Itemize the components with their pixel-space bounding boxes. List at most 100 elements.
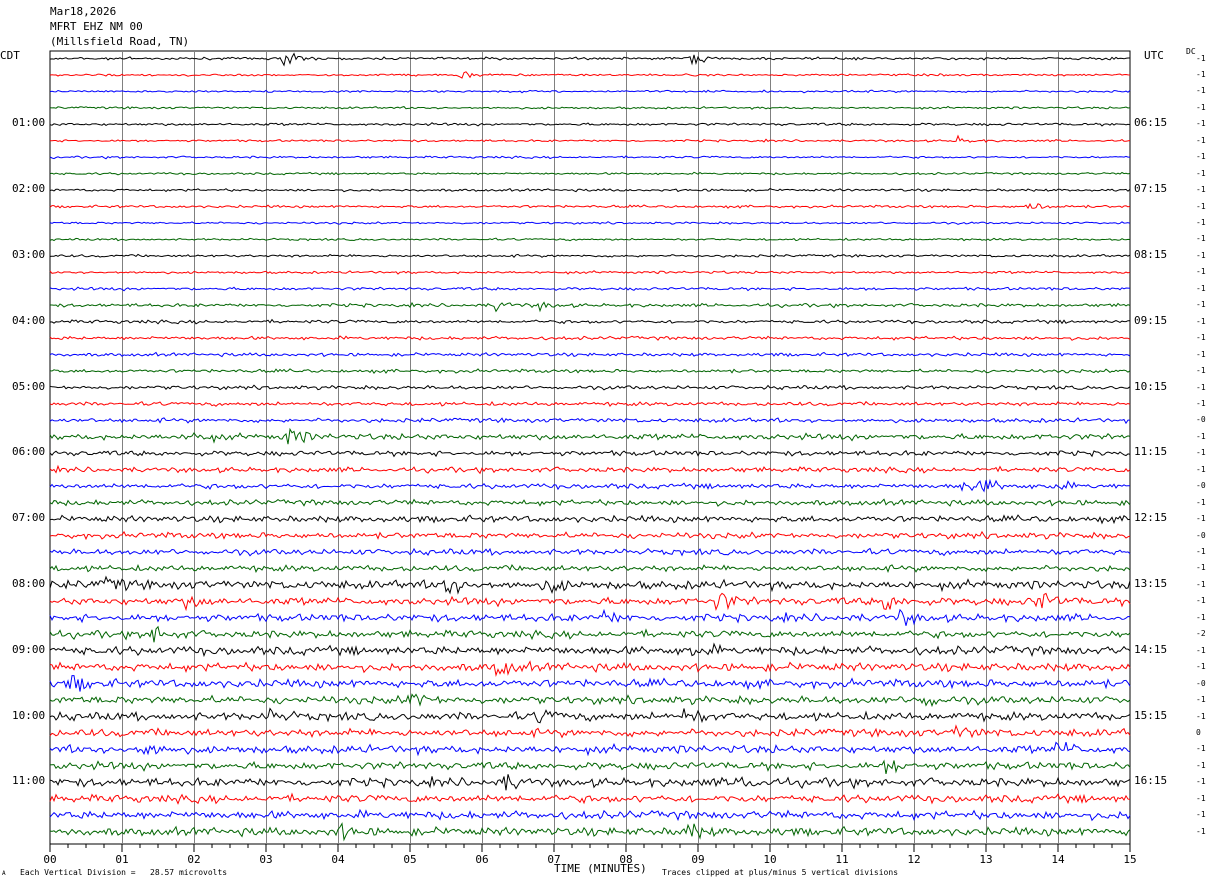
trace-line-42: [49, 741, 1131, 757]
trace-line-45: [49, 792, 1131, 805]
trace-line-47: [49, 822, 1131, 842]
left-hour-label: 07:00: [12, 511, 46, 525]
dc-offset-label: -1: [1196, 711, 1206, 721]
dc-offset-label: -1: [1196, 119, 1206, 129]
dc-offset-label: -1: [1196, 497, 1206, 507]
plot-grid: [49, 50, 1131, 845]
trace-line-5: [50, 134, 1131, 143]
trace-line-11: [49, 237, 1131, 242]
trace-line-28: [49, 514, 1131, 525]
left-hour-label: 06:00: [12, 445, 46, 459]
trace-line-44: [49, 774, 1131, 791]
dc-offset-label: -1: [1196, 53, 1206, 63]
left-hour-label: 09:00: [12, 642, 46, 656]
dc-offset-label: -1: [1196, 777, 1206, 787]
dc-offset-label: -1: [1196, 596, 1206, 606]
dc-offset-label: -1: [1196, 662, 1206, 672]
x-tick-label: 01: [115, 853, 128, 866]
dc-offset-label: -1: [1196, 300, 1206, 310]
dc-offset-label: -1: [1196, 579, 1206, 589]
trace-line-10: [49, 221, 1131, 225]
dc-offset-label: -1: [1196, 464, 1206, 474]
x-axis-label: TIME (MINUTES): [554, 862, 647, 875]
x-tick-label: 00: [43, 853, 56, 866]
trace-line-32: [49, 575, 1131, 595]
trace-line-3: [49, 105, 1131, 110]
trace-line-0: [49, 52, 1130, 67]
dc-offset-label: -1: [1196, 431, 1206, 441]
trace-line-12: [49, 253, 1131, 258]
right-hour-label: 06:15: [1134, 116, 1168, 130]
dc-offset-label: -1: [1196, 382, 1206, 392]
trace-line-41: [49, 724, 1131, 739]
dc-offset-label: -2: [1196, 629, 1206, 639]
trace-line-17: [49, 335, 1131, 341]
right-hour-label: 15:15: [1134, 708, 1168, 722]
left-hour-label: 04:00: [12, 313, 46, 327]
trace-line-15: [50, 301, 1131, 313]
trace-line-34: [49, 608, 1131, 626]
trace-line-26: [49, 478, 1131, 493]
trace-line-13: [49, 270, 1131, 275]
dc-offset-label: -1: [1196, 69, 1206, 79]
dc-offset-label: -1: [1196, 218, 1206, 227]
dc-offset-label: -1: [1196, 645, 1206, 655]
plot-frame: [49, 50, 1131, 845]
trace-line-2: [49, 89, 1131, 94]
trace-line-22: [49, 417, 1130, 425]
trace-line-39: [49, 693, 1131, 708]
right-hour-label: 16:15: [1134, 774, 1168, 788]
dc-offset-label: -1: [1196, 563, 1206, 573]
trace-line-30: [49, 547, 1131, 557]
dc-offset-label: 0: [1196, 727, 1201, 737]
trace-line-16: [49, 318, 1130, 325]
dc-offset-label: -1: [1196, 234, 1206, 244]
dc-offset-label: -1: [1196, 250, 1206, 260]
trace-line-27: [49, 498, 1131, 507]
dc-offset-label: -0: [1196, 678, 1206, 688]
left-hour-label: 05:00: [12, 379, 46, 393]
right-hour-label: 09:15: [1134, 313, 1168, 327]
dc-offset-label: -0: [1196, 481, 1206, 491]
left-hour-label: 01:00: [12, 116, 46, 130]
dc-offset-label: -0: [1196, 530, 1206, 540]
trace-line-20: [49, 384, 1131, 391]
dc-offset-label: -1: [1196, 398, 1206, 408]
trace-line-24: [49, 449, 1131, 458]
right-hour-label: 13:15: [1134, 576, 1168, 590]
dc-offset-label: -1: [1196, 793, 1206, 803]
corner-mark: A: [2, 870, 6, 877]
dc-offset-label: -1: [1196, 448, 1206, 458]
dc-offset-label: -0: [1196, 415, 1206, 425]
dc-offset-label: -1: [1196, 366, 1206, 376]
dc-offset-label: -1: [1196, 201, 1206, 211]
x-tick-label: 08: [619, 853, 632, 866]
dc-offset-label: -1: [1196, 514, 1206, 524]
x-tick-label: 04: [331, 853, 345, 866]
trace-line-38: [49, 675, 1131, 692]
x-tick-label: 06: [475, 853, 488, 866]
x-tick-label: 05: [403, 853, 416, 866]
dc-offset-label: -1: [1196, 760, 1206, 770]
trace-line-25: [49, 464, 1131, 475]
dc-offset-label: -1: [1196, 612, 1206, 622]
dc-offset-label: -1: [1196, 86, 1206, 96]
trace-line-46: [49, 808, 1131, 822]
trace-line-31: [49, 563, 1131, 574]
trace-line-21: [49, 400, 1131, 407]
x-tick-label: 11: [835, 853, 848, 866]
trace-line-36: [49, 642, 1131, 658]
left-hour-label: 08:00: [12, 576, 46, 590]
right-hour-label: 10:15: [1134, 379, 1168, 393]
trace-line-6: [49, 155, 1130, 160]
x-tick-label: 13: [979, 853, 992, 866]
left-hour-label: 03:00: [12, 247, 46, 261]
dc-offset-label: -1: [1196, 316, 1206, 326]
right-hour-label: 08:15: [1134, 247, 1168, 261]
trace-line-7: [49, 171, 1131, 176]
dc-offset-label: -1: [1196, 547, 1206, 556]
x-tick-label: 02: [187, 853, 200, 866]
dc-offset-label: -1: [1196, 152, 1206, 162]
dc-offset-label: -1: [1196, 349, 1206, 359]
trace-line-43: [49, 759, 1131, 775]
